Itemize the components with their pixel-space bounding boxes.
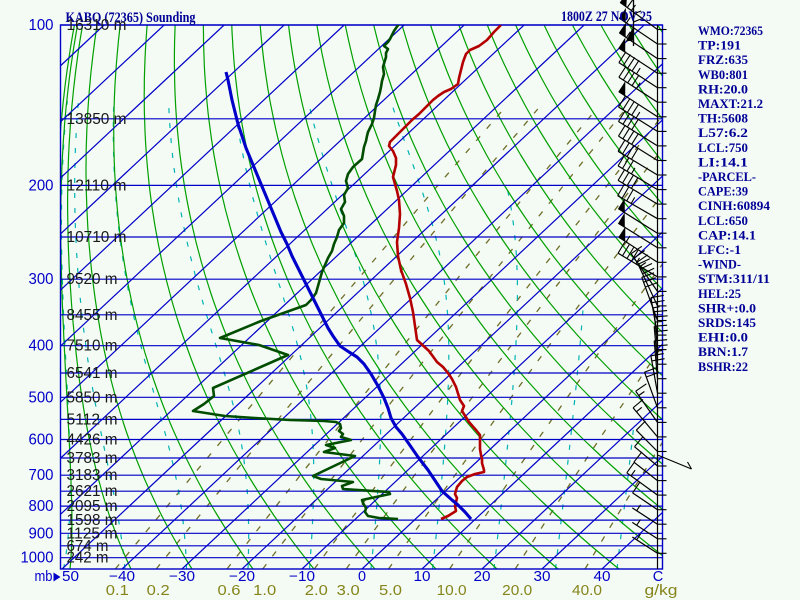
- svg-text:800: 800: [29, 498, 54, 515]
- svg-text:MAXT:21.2: MAXT:21.2: [698, 97, 763, 111]
- svg-text:EHI:0.0: EHI:0.0: [698, 331, 748, 345]
- svg-text:LCL:750: LCL:750: [698, 141, 748, 155]
- svg-text:-WIND-: -WIND-: [698, 258, 741, 272]
- svg-text:BRN:1.7: BRN:1.7: [698, 345, 748, 359]
- svg-text:−10: −10: [289, 569, 315, 585]
- svg-text:−20: −20: [229, 569, 255, 585]
- svg-text:3.0: 3.0: [337, 583, 360, 599]
- svg-text:WMO:72365: WMO:72365: [698, 24, 763, 38]
- svg-text:CAP:14.1: CAP:14.1: [698, 228, 756, 242]
- svg-text:mb: mb: [35, 569, 53, 585]
- svg-text:SRDS:145: SRDS:145: [698, 316, 756, 330]
- svg-text:0.6: 0.6: [218, 583, 241, 599]
- svg-text:20.0: 20.0: [502, 583, 532, 599]
- svg-text:C: C: [653, 569, 663, 585]
- svg-text:13850 m: 13850 m: [67, 111, 127, 128]
- svg-text:2.0: 2.0: [305, 583, 328, 599]
- svg-text:−30: −30: [169, 569, 195, 585]
- svg-text:200: 200: [29, 177, 54, 194]
- svg-text:-PARCEL-: -PARCEL-: [698, 170, 756, 184]
- svg-text:100: 100: [29, 17, 54, 34]
- svg-text:674 m: 674 m: [67, 538, 109, 555]
- svg-text:4426 m: 4426 m: [67, 432, 118, 449]
- svg-text:2095 m: 2095 m: [67, 498, 118, 515]
- svg-text:5850 m: 5850 m: [67, 389, 118, 406]
- svg-text:LI:14.1: LI:14.1: [698, 155, 748, 169]
- svg-text:−40: −40: [109, 569, 135, 585]
- svg-text:30: 30: [534, 569, 551, 585]
- svg-text:6541 m: 6541 m: [67, 365, 118, 382]
- svg-text:1000: 1000: [21, 550, 54, 567]
- svg-text:CAPE:39: CAPE:39: [698, 185, 748, 199]
- svg-text:50: 50: [62, 569, 79, 585]
- svg-text:0: 0: [358, 569, 366, 585]
- svg-text:3783 m: 3783 m: [67, 450, 118, 467]
- svg-text:700: 700: [29, 467, 54, 484]
- svg-text:KABQ (72365) Sounding: KABQ (72365) Sounding: [66, 10, 197, 26]
- svg-text:5112 m: 5112 m: [67, 411, 118, 428]
- svg-text:40: 40: [594, 569, 611, 585]
- svg-text:BSHR:22: BSHR:22: [698, 360, 748, 374]
- svg-text:20: 20: [474, 569, 491, 585]
- svg-text:WB0:801: WB0:801: [698, 68, 748, 82]
- svg-text:g/kg: g/kg: [645, 583, 678, 599]
- svg-text:12110 m: 12110 m: [67, 177, 127, 194]
- svg-text:242 m: 242 m: [67, 550, 109, 567]
- svg-text:600: 600: [29, 432, 54, 449]
- svg-text:5.0: 5.0: [379, 583, 402, 599]
- svg-text:300: 300: [29, 271, 54, 288]
- svg-text:FRZ:635: FRZ:635: [698, 53, 748, 67]
- svg-text:900: 900: [29, 525, 54, 542]
- svg-text:SHR+:0.0: SHR+:0.0: [698, 301, 756, 315]
- svg-text:LCL:650: LCL:650: [698, 214, 748, 228]
- svg-text:0.1: 0.1: [106, 583, 129, 599]
- svg-text:L57:6.2: L57:6.2: [698, 126, 748, 140]
- svg-text:8455 m: 8455 m: [67, 307, 118, 324]
- svg-text:40.0: 40.0: [572, 583, 602, 599]
- svg-text:1800Z 27 NOV 25: 1800Z 27 NOV 25: [561, 9, 652, 25]
- svg-text:7510 m: 7510 m: [67, 338, 118, 355]
- svg-text:STM:311/11: STM:311/11: [698, 272, 770, 286]
- svg-text:400: 400: [29, 338, 54, 355]
- svg-text:16310 m: 16310 m: [67, 17, 127, 34]
- svg-text:2621 m: 2621 m: [67, 483, 118, 500]
- svg-text:CINH:60894: CINH:60894: [698, 199, 771, 213]
- svg-text:1125 m: 1125 m: [67, 525, 118, 542]
- svg-text:3183 m: 3183 m: [67, 467, 118, 484]
- svg-text:TH:5608: TH:5608: [698, 112, 748, 126]
- svg-text:HEL:25: HEL:25: [698, 287, 741, 301]
- svg-text:1598 m: 1598 m: [67, 512, 118, 529]
- svg-text:10: 10: [414, 569, 431, 585]
- svg-text:1.0: 1.0: [253, 583, 276, 599]
- svg-text:LFC:-1: LFC:-1: [698, 243, 741, 257]
- svg-text:RH:20.0: RH:20.0: [698, 82, 748, 96]
- svg-text:10710 m: 10710 m: [67, 229, 127, 246]
- svg-text:0.2: 0.2: [147, 583, 170, 599]
- svg-text:TP:191: TP:191: [698, 39, 741, 53]
- svg-text:500: 500: [29, 389, 54, 406]
- svg-text:10.0: 10.0: [437, 583, 467, 599]
- svg-text:9520 m: 9520 m: [67, 271, 118, 288]
